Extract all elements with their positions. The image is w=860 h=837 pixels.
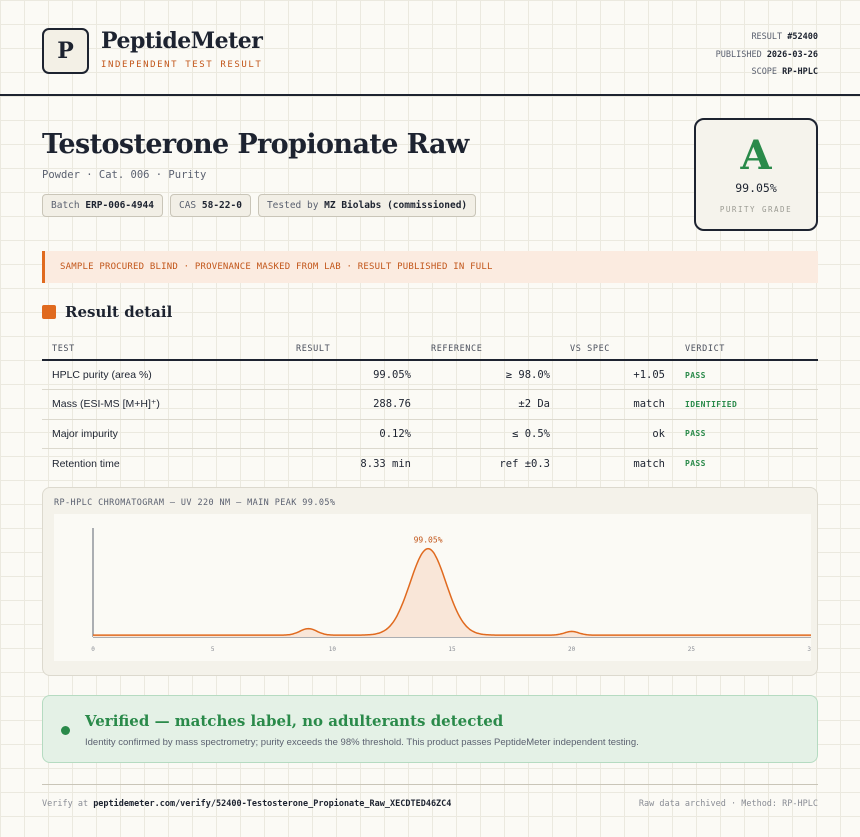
x-tick-label: 10	[329, 646, 337, 653]
result-meta: RESULT #52400 PUBLISHED 2026-03-26 SCOPE…	[716, 29, 818, 82]
x-tick-label: 5	[211, 646, 215, 653]
footer-divider	[42, 784, 818, 785]
scope-value: RP-HPLC	[782, 67, 818, 77]
tested-by-chip: Tested by MZ Biolabs (commissioned)	[257, 194, 477, 217]
result-value: 0.12%	[286, 419, 421, 449]
table-row: Retention time 8.33 min ref ±0.3 match P…	[42, 449, 818, 479]
verdict-badge: PASS	[675, 419, 818, 449]
verified-title: Verified — matches label, no adulterants…	[85, 712, 504, 730]
cas-chip: CAS 58-22-0	[169, 194, 251, 217]
col-verdict: VERDICT	[675, 339, 818, 361]
result-value: 99.05%	[286, 360, 421, 390]
x-tick-label: 15	[448, 646, 456, 653]
verified-status-icon	[61, 726, 70, 735]
verdict-badge: IDENTIFIED	[675, 389, 818, 420]
published-line: PUBLISHED 2026-03-26	[715, 49, 818, 60]
report-header: P PeptideMeter INDEPENDENT TEST RESULT R…	[0, 0, 860, 96]
table-header-row: TEST RESULT REFERENCE VS SPEC VERDICT	[42, 339, 818, 361]
col-vs-spec: VS SPEC	[560, 339, 675, 361]
verified-description: Identity confirmed by mass spectrometry;…	[85, 737, 639, 748]
verify-link[interactable]: peptidemeter.com/verify/52400-Testostero…	[93, 799, 452, 809]
col-test: TEST	[42, 339, 286, 361]
result-detail-heading: Result detail	[42, 303, 172, 321]
section-marker-icon	[42, 305, 56, 319]
x-tick-label: 20	[568, 646, 576, 653]
verified-banner: Verified — matches label, no adulterants…	[42, 695, 818, 763]
chromatogram-title: RP-HPLC CHROMATOGRAM — UV 220 NM — MAIN …	[54, 498, 336, 508]
test-name: Major impurity	[42, 419, 286, 449]
result-value: 288.76	[286, 389, 421, 420]
main-peak-label: 99.05%	[414, 536, 443, 545]
purity-grade-card: A 99.05% PURITY GRADE	[694, 118, 818, 231]
col-reference: REFERENCE	[421, 339, 560, 361]
reference-value: ≥ 98.0%	[421, 360, 560, 390]
x-tick-label: 0	[91, 646, 95, 653]
grade-letter: A	[740, 132, 772, 179]
result-id-line: RESULT #52400	[751, 32, 818, 42]
reference-value: ≤ 0.5%	[421, 419, 560, 449]
grade-label: PURITY GRADE	[719, 205, 793, 214]
vs-spec-value: match	[560, 389, 675, 420]
chromatogram-area	[93, 548, 811, 637]
test-name: HPLC purity (area %)	[42, 360, 286, 390]
chromatogram-panel: RP-HPLC CHROMATOGRAM — UV 220 NM — MAIN …	[42, 487, 818, 676]
x-tick-label: 30	[807, 646, 811, 653]
verdict-badge: PASS	[685, 459, 706, 468]
test-name: Retention time	[52, 457, 120, 470]
chromatogram-chart: 0 5 10 15 20 25 30 99.05%	[54, 514, 811, 661]
vs-spec-value: match	[633, 457, 665, 470]
brand-name: PeptideMeter	[101, 28, 263, 54]
reference-value: ±2 Da	[421, 389, 560, 420]
published-date: 2026-03-26	[766, 49, 818, 60]
scope-line: SCOPE RP-HPLC	[751, 67, 818, 77]
product-title: Testosterone Propionate Raw	[42, 129, 469, 160]
result-id: #52400	[787, 32, 818, 42]
chromatogram-trace	[93, 547, 811, 636]
vs-spec-value: ok	[560, 419, 675, 449]
result-value: 8.33 min	[360, 457, 411, 470]
reference-value: ref ±0.3	[499, 457, 550, 470]
verify-line: Verify at peptidemeter.com/verify/52400-…	[42, 799, 452, 809]
brand-subtitle: INDEPENDENT TEST RESULT	[101, 60, 263, 70]
blind-sample-notice: SAMPLE PROCURED BLIND · PROVENANCE MASKE…	[42, 251, 818, 283]
test-name: Mass (ESI-MS [M+H]⁺)	[42, 389, 286, 420]
product-chips: Batch ERP-006-4944 CAS 58-22-0 Tested by…	[42, 194, 477, 217]
table-row: Mass (ESI-MS [M+H]⁺) 288.76 ±2 Da match …	[42, 389, 818, 420]
result-table: TEST RESULT REFERENCE VS SPEC VERDICT HP…	[42, 339, 818, 478]
col-result: RESULT	[286, 339, 421, 361]
x-tick-label: 25	[688, 646, 696, 653]
vs-spec-value: +1.05	[560, 360, 675, 390]
grade-percent: 99.05%	[735, 181, 777, 195]
verdict-badge: PASS	[675, 360, 818, 390]
brand-logo: P	[42, 28, 89, 74]
table-row: Major impurity 0.12% ≤ 0.5% ok PASS	[42, 419, 818, 449]
table-row: HPLC purity (area %) 99.05% ≥ 98.0% +1.0…	[42, 360, 818, 390]
footer-method-note: Raw data archived · Method: RP-HPLC	[638, 799, 818, 809]
batch-chip: Batch ERP-006-4944	[42, 194, 163, 217]
section-title-text: Result detail	[65, 303, 173, 321]
product-subtitle: Powder · Cat. 006 · Purity	[42, 169, 207, 181]
